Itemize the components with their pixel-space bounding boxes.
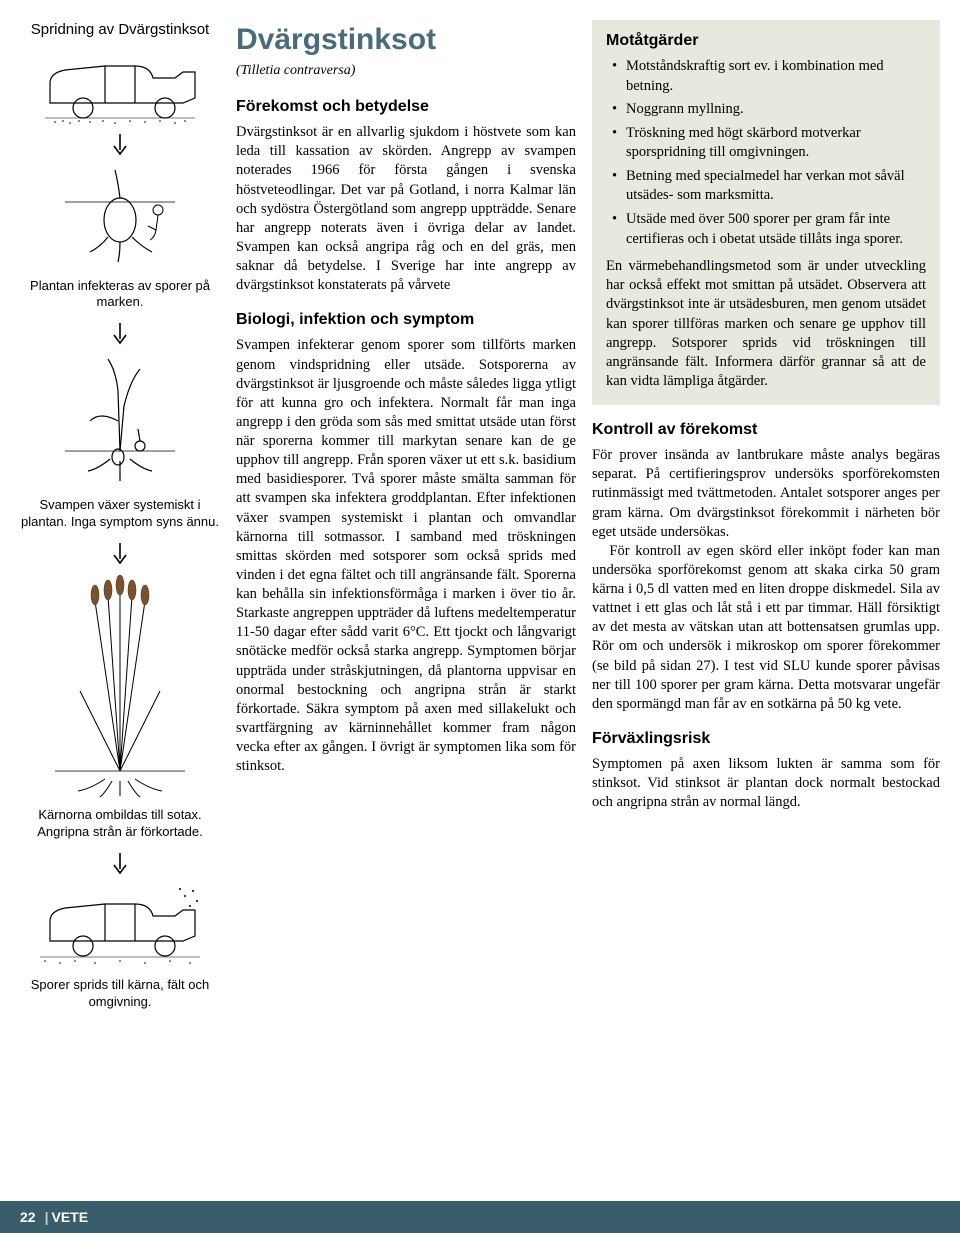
latin-name: (Tilletia contraversa) <box>236 62 576 80</box>
lifecycle-stage-3-plant <box>60 351 180 491</box>
measure-item: Utsäde med över 500 sporer per gram får … <box>606 210 926 249</box>
lifecycle-caption-1: Plantan infekteras av sporer på marken. <box>20 278 220 312</box>
lifecycle-stage-1-combine <box>35 48 205 128</box>
page-title: Dvärgstinksot <box>236 20 576 60</box>
para-kontroll-1: För prover insända av lantbrukare måste … <box>592 446 940 542</box>
page-number: 22 <box>20 1209 36 1225</box>
measure-item: Noggrann myllning. <box>606 100 926 120</box>
heading-forekomst: Förekomst och betydelse <box>236 96 576 117</box>
measure-item: Tröskning med högt skärbord motverkar sp… <box>606 124 926 163</box>
lifecycle-diagram-column: Spridning av Dvärgstinksot <box>20 20 220 1021</box>
measure-item: Betning med specialmedel har verkan mot … <box>606 167 926 206</box>
heading-biologi: Biologi, infektion och symptom <box>236 309 576 330</box>
page-content: Spridning av Dvärgstinksot <box>0 0 960 1081</box>
diagram-title: Spridning av Dvärgstinksot <box>20 20 220 40</box>
lifecycle-stage-2-seed <box>60 162 180 272</box>
measure-item: Motståndskraftig sort ev. i kombination … <box>606 57 926 96</box>
lifecycle-caption-2: Svampen växer systemiskt i plantan. Inga… <box>20 497 220 531</box>
footer-separator: | <box>45 1209 49 1225</box>
lifecycle-stage-5-combine <box>35 881 205 971</box>
heading-motatgarder: Motåtgärder <box>606 30 926 51</box>
measures-paragraph: En värmebehandlingsmetod som är under ut… <box>606 257 926 391</box>
page-footer: 22 | VETE <box>0 1201 960 1233</box>
lifecycle-stage-4-mature <box>50 571 190 801</box>
main-text-column: Dvärgstinksot (Tilletia contraversa) För… <box>236 20 576 1021</box>
lifecycle-arrow-4 <box>111 851 129 877</box>
heading-forvaxling: Förväxlingsrisk <box>592 728 940 749</box>
lifecycle-arrow-3 <box>111 541 129 567</box>
heading-kontroll: Kontroll av förekomst <box>592 419 940 440</box>
lifecycle-arrow-2 <box>111 321 129 347</box>
lifecycle-arrow-1 <box>111 132 129 158</box>
para-biologi: Svampen infekterar genom sporer som till… <box>236 336 576 776</box>
measures-list: Motståndskraftig sort ev. i kombination … <box>606 57 926 249</box>
para-kontroll-2: För kontroll av egen skörd eller inköpt … <box>592 542 940 714</box>
right-column: Motåtgärder Motståndskraftig sort ev. i … <box>592 20 940 1021</box>
lifecycle-caption-4: Sporer sprids till kärna, fält och omgiv… <box>20 977 220 1011</box>
lifecycle-caption-3: Kärnorna ombildas till sotax. Angripna s… <box>20 807 220 841</box>
para-forekomst: Dvärgstinksot är en allvarlig sjukdom i … <box>236 123 576 295</box>
section-label: VETE <box>52 1209 89 1225</box>
measures-box: Motåtgärder Motståndskraftig sort ev. i … <box>592 20 940 405</box>
para-forvaxling: Symptomen på axen liksom lukten är samma… <box>592 755 940 812</box>
